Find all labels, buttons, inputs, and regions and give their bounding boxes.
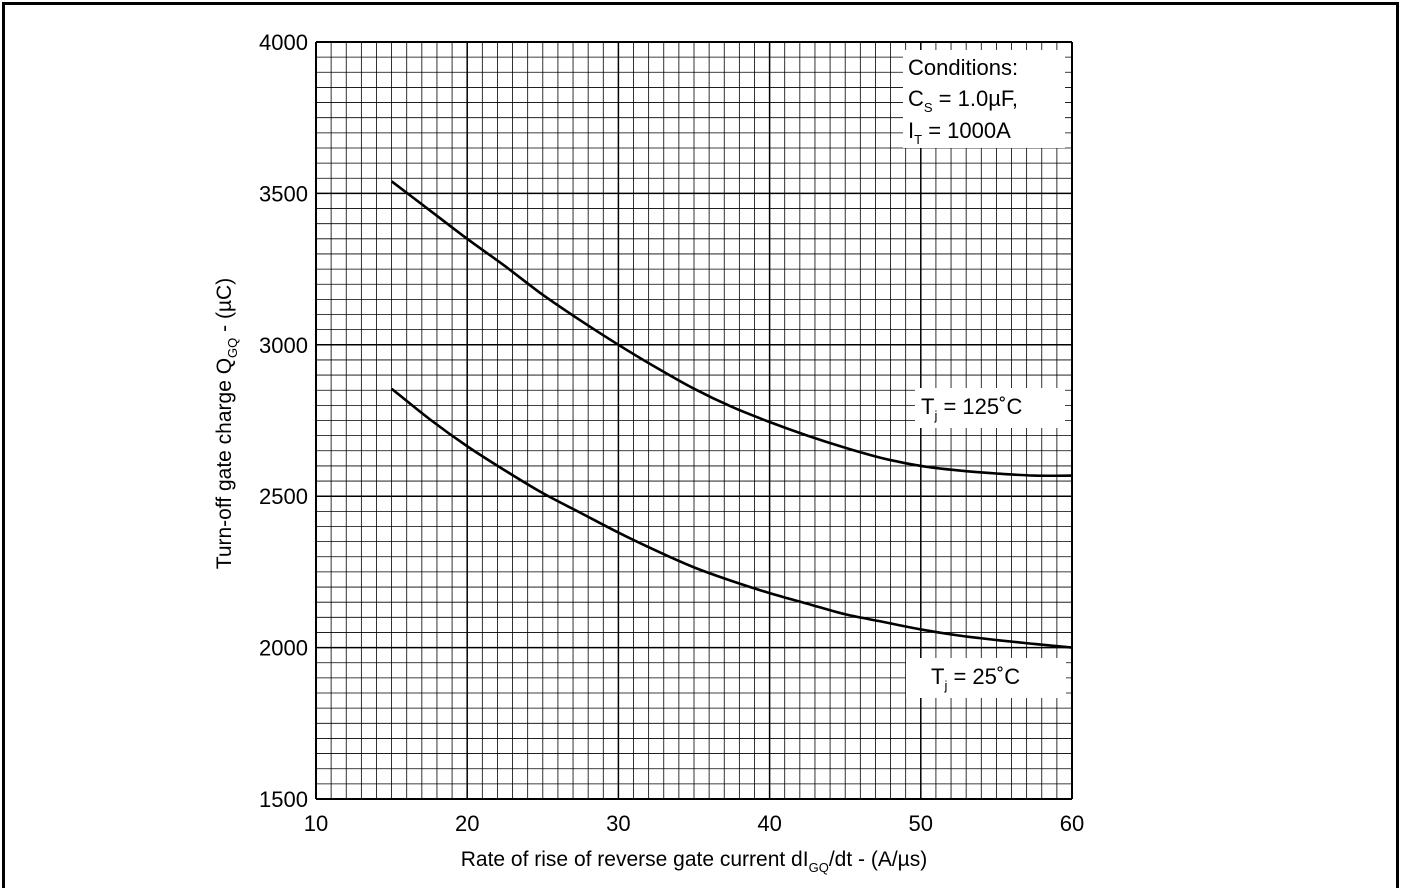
x-tick-label: 20 [455, 811, 479, 836]
x-tick-label: 50 [909, 811, 933, 836]
x-axis-label: Rate of rise of reverse gate current dIG… [461, 848, 928, 875]
x-tick-label: 10 [304, 811, 328, 836]
series-label-25c: Tj = 25˚C [931, 664, 1020, 693]
y-tick-label: 1500 [259, 787, 308, 812]
y-tick-label: 4000 [259, 30, 308, 55]
series-label-25-box [906, 658, 1066, 698]
series-line-tj-25c [390, 387, 1073, 649]
y-tick-label: 2500 [259, 484, 308, 509]
series-label-125c: Tj = 125˚C [921, 394, 1022, 423]
x-tick-labels: 10 20 30 40 50 60 [304, 811, 1084, 836]
x-tick-label: 60 [1060, 811, 1084, 836]
series-label-125-box [915, 388, 1065, 428]
conditions-title: Conditions: [908, 55, 1018, 80]
y-tick-labels: 1500 2000 2500 3000 3500 4000 [259, 30, 308, 812]
conditions-cs: CS = 1.0µF, [908, 86, 1018, 115]
series-line-tj-125c [390, 180, 1073, 478]
x-tick-label: 30 [606, 811, 630, 836]
y-tick-label: 3000 [259, 333, 308, 358]
y-axis-label: Turn-off gate charge QGQ - (µC) [213, 278, 240, 569]
series-layer [390, 180, 1073, 649]
conditions-it: IT = 1000A [908, 118, 1011, 147]
y-tick-label: 2000 [259, 636, 308, 661]
x-tick-label: 40 [757, 811, 781, 836]
conditions-box [903, 50, 1065, 148]
y-tick-label: 3500 [259, 181, 308, 206]
